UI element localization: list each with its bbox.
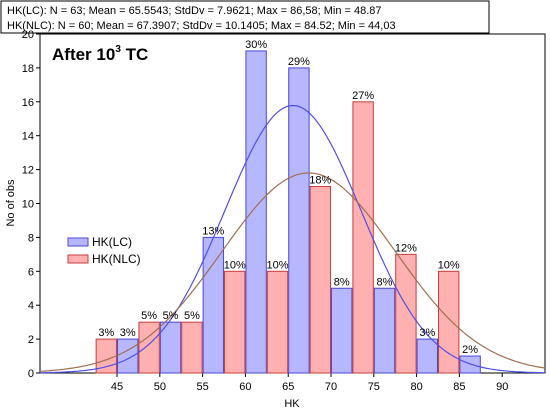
stats-nlc-line: HK(NLC): N = 60; Mean = 67.3907; StdDv =… — [7, 20, 396, 32]
bar-label-lc: 13% — [202, 225, 224, 237]
percent-labels-layer: 3% 5% 13% 30% 29% 8% 8% 3% 2% 3% 5% 5% 10% 10% 18% 27% 1… — [98, 39, 478, 356]
bar-nlc — [395, 253, 417, 374]
y-tick-label: 16 — [22, 97, 34, 109]
stats-lc-line: HK(LC): N = 63; Mean = 65.5543; StdDv = … — [7, 5, 382, 17]
bar-nlc — [266, 270, 289, 374]
panel-title-tail: TC — [121, 45, 148, 64]
bar-lc — [416, 338, 439, 374]
bar-label-lc: 2% — [462, 344, 478, 356]
bar-label-lc: 29% — [288, 56, 310, 68]
bar-lc — [159, 321, 182, 374]
x-tick-label: 55 — [197, 381, 209, 393]
x-tick-label: 65 — [282, 381, 294, 393]
bar-label-nlc: 5% — [184, 310, 200, 322]
x-tick-label: 50 — [154, 381, 166, 393]
y-tick-label: 20 — [22, 29, 34, 41]
bar-lc — [245, 50, 267, 374]
bar-label-nlc: 12% — [395, 242, 417, 254]
bar-label-lc: 3% — [419, 327, 435, 339]
panel-title-main: After 10 — [52, 45, 115, 64]
bar-label-lc: 8% — [334, 276, 350, 288]
bar-lc — [331, 287, 353, 374]
y-axis-title: No of obs — [5, 179, 17, 227]
bar-lc — [288, 67, 310, 374]
y-tick-label: 2 — [28, 334, 34, 346]
y-tick-label: 8 — [28, 232, 34, 244]
panel-title: After 103 TC — [52, 44, 148, 64]
fit-curve-nlc — [39, 172, 546, 372]
y-tick-label: 6 — [28, 266, 34, 278]
bar-lc — [117, 338, 139, 374]
y-tick-label: 14 — [22, 131, 34, 143]
y-tick-label: 0 — [28, 368, 34, 380]
bar-label-lc: 3% — [120, 327, 136, 339]
bar-nlc — [181, 321, 203, 374]
bar-label-nlc: 3% — [98, 327, 114, 339]
x-tick-label: 85 — [453, 381, 465, 393]
bar-nlc — [352, 101, 374, 374]
bar-label-lc: 30% — [245, 39, 267, 51]
x-tick-label: 80 — [410, 381, 422, 393]
bar-lc — [373, 287, 396, 374]
bar-label-nlc: 27% — [352, 90, 374, 102]
y-tick-label: 18 — [22, 63, 34, 75]
bar-label-lc: 5% — [163, 310, 179, 322]
x-axis: 45 50 55 60 65 70 75 80 85 90 — [111, 373, 508, 393]
legend-swatch-lc — [67, 237, 89, 247]
bar-nlc — [138, 321, 160, 374]
bar-lc — [202, 236, 225, 374]
y-tick-label: 4 — [28, 300, 34, 312]
legend-swatch-nlc — [67, 254, 89, 264]
bar-nlc — [438, 270, 460, 374]
x-tick-label: 70 — [325, 381, 337, 393]
bar-label-nlc: 10% — [224, 259, 246, 271]
y-tick-label: 12 — [22, 165, 34, 177]
x-tick-label: 90 — [496, 381, 508, 393]
x-tick-label: 60 — [239, 381, 251, 393]
legend-label-lc: HK(LC) — [92, 235, 132, 249]
panel-title-superscript: 3 — [115, 44, 121, 55]
x-axis-title: HK — [284, 398, 300, 410]
fit-curves-layer — [39, 104, 546, 374]
bar-nlc — [224, 270, 246, 374]
bar-label-lc: 8% — [377, 276, 393, 288]
bar-label-nlc: 5% — [141, 310, 157, 322]
x-tick-label: 45 — [111, 381, 123, 393]
bar-label-nlc: 18% — [309, 175, 331, 187]
stats-box — [0, 0, 490, 34]
fit-curve-lc — [40, 104, 545, 374]
bars-layer — [95, 50, 481, 374]
legend: HK(LC) HK(NLC) — [67, 235, 141, 266]
x-tick-label: 75 — [368, 381, 380, 393]
bar-label-nlc: 10% — [267, 259, 289, 271]
bar-label-nlc: 10% — [438, 259, 460, 271]
y-tick-label: 10 — [22, 199, 34, 211]
y-axis: 0 2 4 6 8 10 12 14 16 18 20 — [22, 29, 40, 380]
legend-label-nlc: HK(NLC) — [92, 252, 141, 266]
bar-nlc — [309, 186, 332, 374]
